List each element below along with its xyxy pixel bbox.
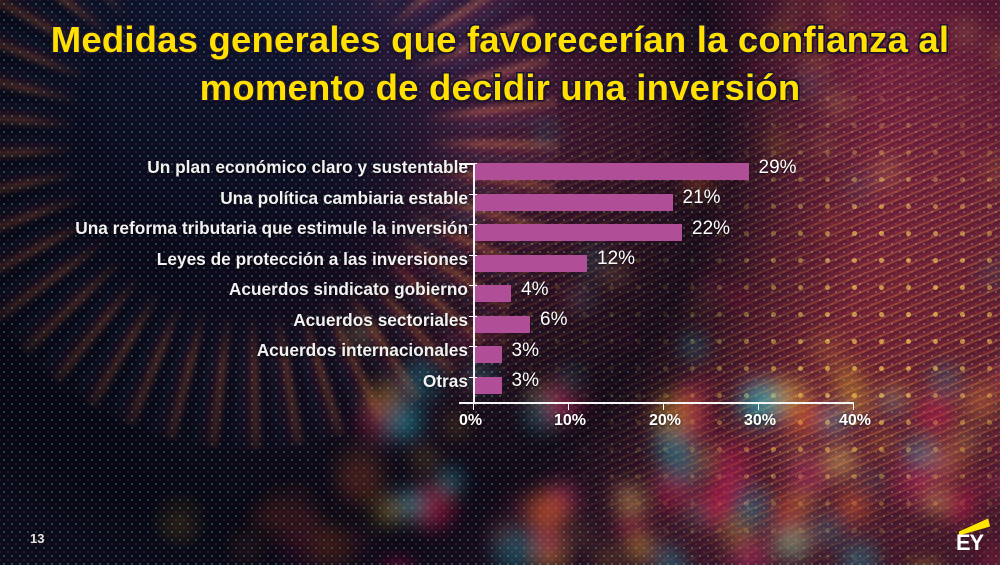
svg-text:EY: EY (956, 530, 985, 553)
